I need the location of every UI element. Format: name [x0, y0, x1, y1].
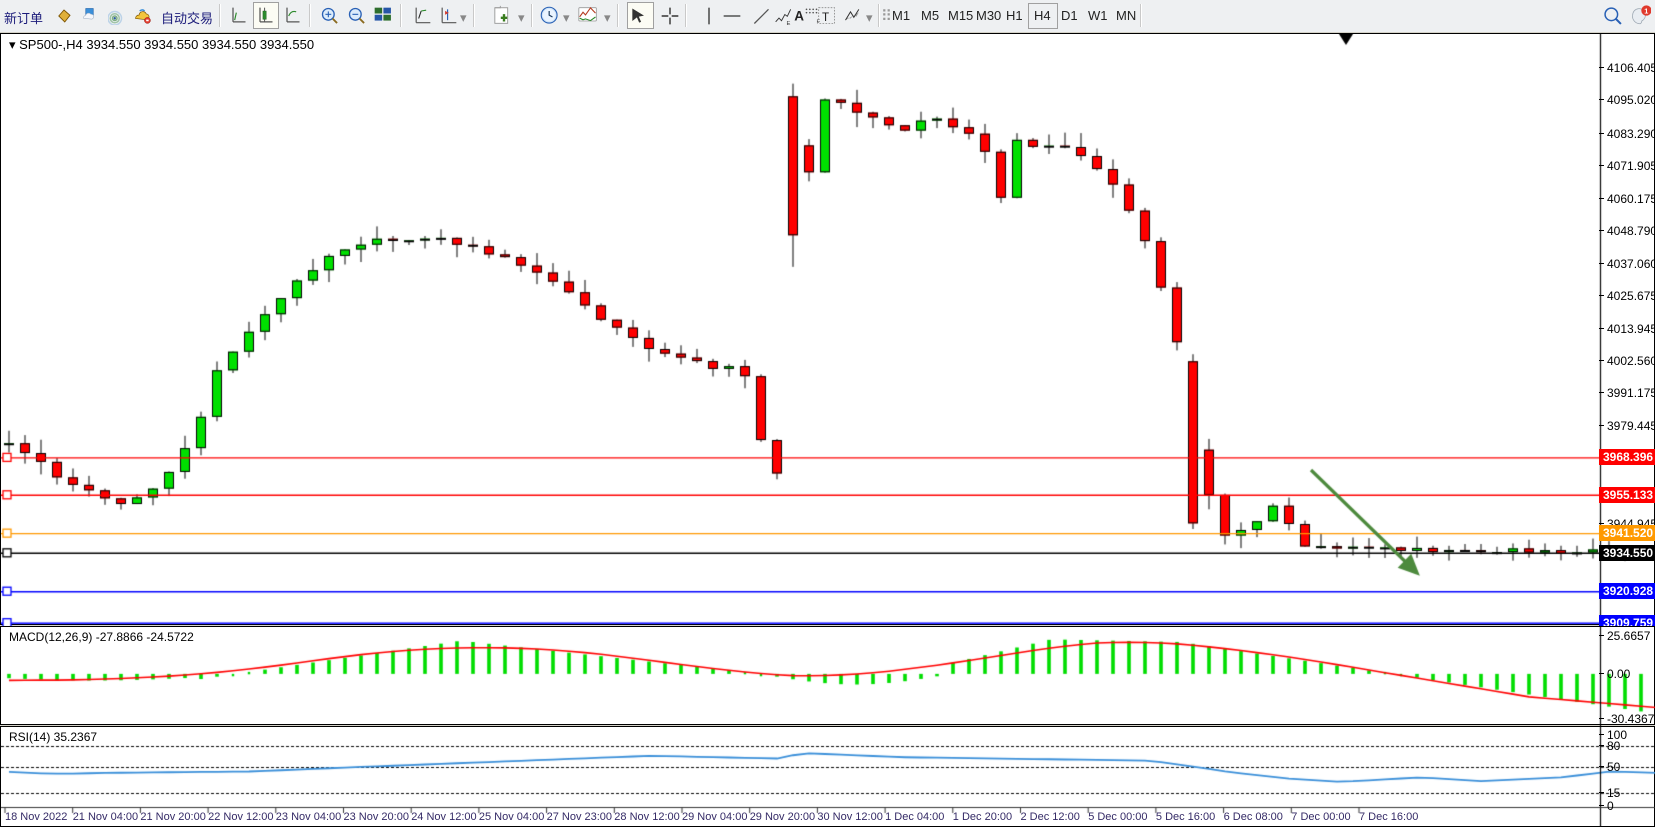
svg-text:A: A: [794, 9, 804, 24]
svg-text:T: T: [822, 11, 829, 24]
svg-text:1: 1: [1644, 6, 1648, 15]
svg-text:E: E: [787, 21, 791, 26]
